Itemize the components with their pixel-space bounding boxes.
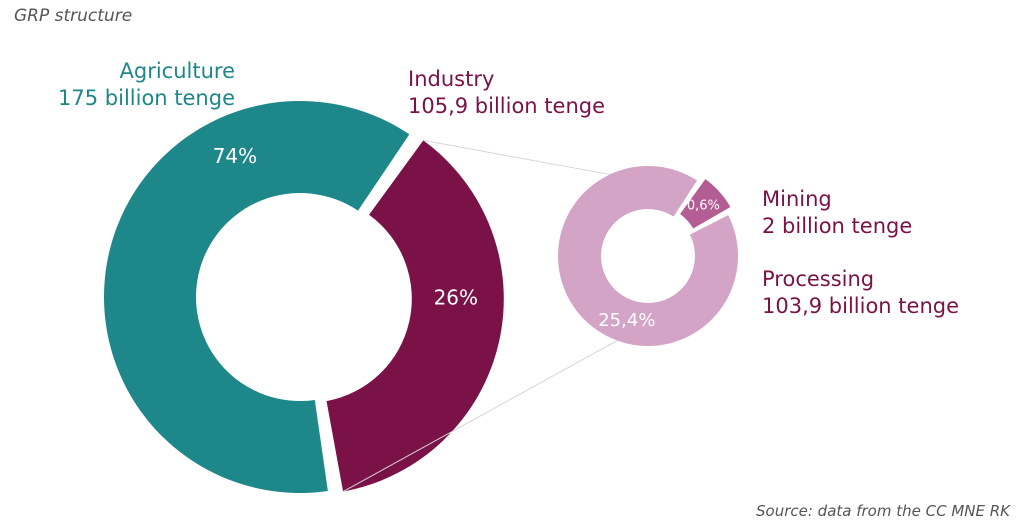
agriculture-name: Agriculture: [119, 59, 236, 83]
industry-name: Industry: [408, 67, 495, 91]
processing-value: 103,9 billion tenge: [762, 294, 960, 318]
slice-agriculture: [103, 100, 410, 493]
slice-mining: [680, 179, 731, 229]
data-label-industry: 26%: [434, 285, 478, 309]
chart-source: Source: data from the CC MNE RK: [756, 502, 1010, 520]
processing-name: Processing: [762, 267, 875, 291]
connector-line-top: [423, 139, 611, 175]
legend-label-processing: Processing 103,9 billion tenge: [762, 266, 959, 320]
data-label-mining: 0,6%: [687, 199, 720, 214]
chart-title: GRP structure: [14, 6, 133, 26]
legend-label-mining: Mining 2 billion tenge: [762, 186, 912, 240]
industry-value: 105,9 billion tenge: [408, 94, 606, 118]
slice-processing: [558, 166, 739, 346]
mining-name: Mining: [762, 187, 832, 211]
mining-value: 2 billion tenge: [762, 214, 913, 238]
legend-label-industry: Industry 105,9 billion tenge: [408, 66, 605, 120]
data-label-agriculture: 74%: [213, 144, 257, 168]
legend-label-agriculture: Agriculture 175 billion tenge: [58, 58, 235, 112]
agriculture-value: 175 billion tenge: [58, 86, 235, 110]
connector-line-bottom: [342, 340, 618, 493]
data-label-processing: 25,4%: [598, 310, 655, 331]
slice-industry: [326, 140, 504, 492]
